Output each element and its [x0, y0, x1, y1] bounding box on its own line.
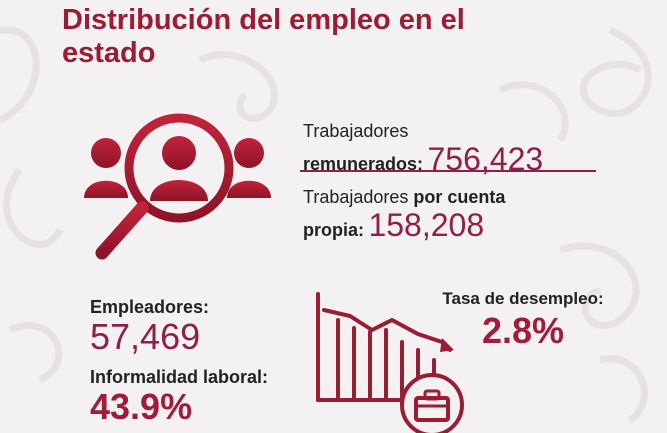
desempleo-value: 2.8% [481, 310, 565, 351]
cuenta-propia-label-regular: Trabajadores [303, 187, 414, 207]
desempleo-block: Tasa de desempleo: 2.8% [428, 288, 618, 350]
page-title: Distribución del empleo en el estado [62, 4, 465, 69]
empleadores-value: 57,469 [90, 316, 201, 357]
cuenta-propia-label-line2: propia: [303, 220, 364, 240]
cuenta-propia-block: Trabajadores por cuenta propia: 158,208 [303, 186, 505, 242]
cuenta-propia-label-bold: por cuenta [413, 187, 506, 207]
empleadores-block: Empleadores: 57,469 [90, 296, 209, 356]
cuenta-propia-value: 158,208 [368, 207, 485, 243]
cuenta-propia-line1: Trabajadores por cuenta [303, 186, 505, 208]
cuenta-propia-row: propia: 158,208 [303, 208, 505, 242]
empleadores-label: Empleadores: [90, 297, 210, 317]
informalidad-label: Informalidad laboral: [90, 367, 269, 387]
remunerados-block: Trabajadores remunerados: 756,423 [303, 120, 543, 176]
informalidad-value: 43.9% [90, 386, 193, 427]
informalidad-block: Informalidad laboral: 43.9% [90, 366, 268, 426]
divider [300, 170, 596, 172]
people-magnifier-icon [84, 113, 271, 260]
desempleo-label: Tasa de desempleo: [442, 289, 604, 308]
remunerados-label-line2: remunerados: [303, 154, 424, 174]
remunerados-label-line1: Trabajadores [303, 121, 409, 141]
declining-chart-briefcase-icon [316, 292, 464, 433]
